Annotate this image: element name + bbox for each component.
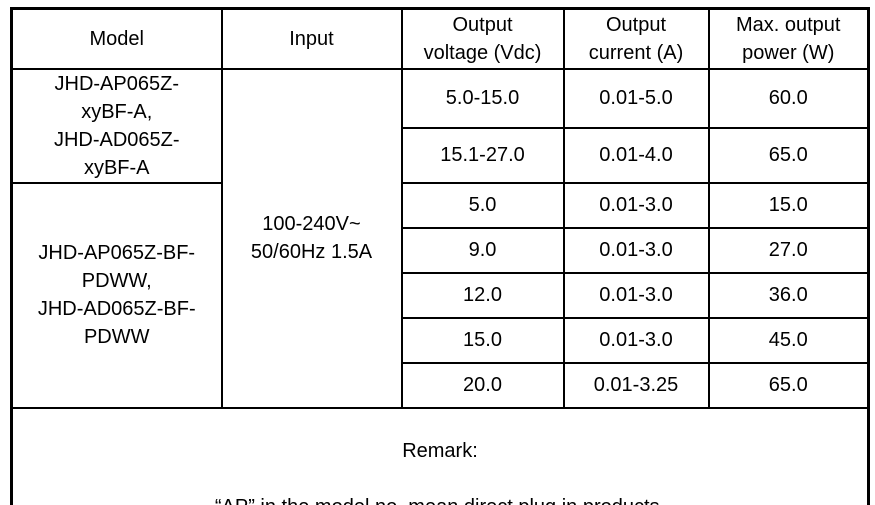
cell-model-group-1: JHD-AP065Z- xyBF-A, JHD-AD065Z- xyBF-A [10, 67, 223, 184]
cell-output-current: 0.01-3.25 [562, 361, 710, 409]
header-output-voltage: Output voltage (Vdc) [400, 7, 565, 70]
cell-model-group-2: JHD-AP065Z-BF- PDWW, JHD-AD065Z-BF- PDWW [10, 181, 223, 409]
cell-output-voltage: 15.1-27.0 [400, 126, 565, 184]
header-row: Model Input Output voltage (Vdc) Output … [10, 7, 870, 70]
header-input: Input [220, 7, 403, 70]
spec-table: Model Input Output voltage (Vdc) Output … [10, 7, 870, 505]
cell-output-current: 0.01-3.0 [562, 181, 710, 229]
remark-title: Remark: [402, 439, 478, 462]
table-row: 15.0 0.01-3.0 45.0 [12, 316, 870, 364]
cell-max-output-power: 65.0 [707, 361, 870, 409]
table-row: 9.0 0.01-3.0 27.0 [12, 226, 870, 274]
cell-output-current: 0.01-3.0 [562, 226, 710, 274]
table-row: 20.0 0.01-3.25 65.0 [12, 361, 870, 409]
remark-line-ap: “AP” in the model no. mean direct plug i… [14, 493, 867, 505]
header-model: Model [10, 7, 223, 70]
table-row: 15.1-27.0 0.01-4.0 65.0 [12, 126, 870, 184]
cell-max-output-power: 27.0 [707, 226, 870, 274]
cell-max-output-power: 36.0 [707, 271, 870, 319]
cell-output-voltage: 5.0-15.0 [400, 67, 565, 129]
table-row: 12.0 0.01-3.0 36.0 [12, 271, 870, 319]
cell-max-output-power: 60.0 [707, 67, 870, 129]
cell-max-output-power: 15.0 [707, 181, 870, 229]
cell-output-current: 0.01-4.0 [562, 126, 710, 184]
cell-output-current: 0.01-5.0 [562, 67, 710, 129]
cell-output-voltage: 9.0 [400, 226, 565, 274]
table-row: JHD-AP065Z-BF- PDWW, JHD-AD065Z-BF- PDWW… [10, 181, 870, 409]
cell-output-voltage: 15.0 [400, 316, 565, 364]
cell-output-voltage: 5.0 [400, 181, 565, 229]
remark-cell: Remark: “AP” in the model no. mean direc… [10, 406, 870, 505]
header-output-current: Output current (A) [562, 7, 710, 70]
cell-input-value: 100-240V~ 50/60Hz 1.5A [220, 67, 403, 409]
cell-max-output-power: 45.0 [707, 316, 870, 364]
cell-output-voltage: 12.0 [400, 271, 565, 319]
header-max-output-power: Max. output power (W) [707, 7, 870, 70]
cell-output-current: 0.01-3.0 [562, 316, 710, 364]
remark-row: Remark: “AP” in the model no. mean direc… [10, 406, 870, 505]
table-row: JHD-AP065Z- xyBF-A, JHD-AD065Z- xyBF-A 1… [10, 67, 870, 409]
cell-max-output-power: 65.0 [707, 126, 870, 184]
cell-output-voltage: 20.0 [400, 361, 565, 409]
cell-output-current: 0.01-3.0 [562, 271, 710, 319]
